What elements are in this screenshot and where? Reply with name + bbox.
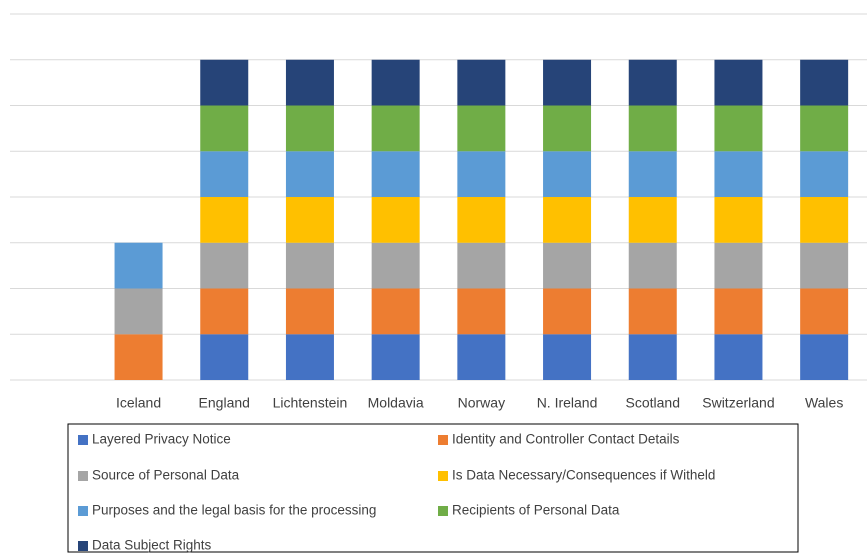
legend-swatch xyxy=(78,435,88,445)
legend-swatch xyxy=(78,541,88,551)
legend-label: Data Subject Rights xyxy=(92,538,212,553)
legend-label: Is Data Necessary/Consequences if Withel… xyxy=(452,468,715,483)
bar-segment xyxy=(628,151,677,197)
bar-segment xyxy=(714,59,763,106)
bar-segment xyxy=(285,59,334,106)
bar-segment xyxy=(800,334,849,380)
bar-segment xyxy=(114,288,163,335)
bar-segment xyxy=(285,242,334,289)
bar-segment xyxy=(371,197,420,243)
bar-segment xyxy=(800,151,849,197)
bar-segment xyxy=(285,105,334,152)
bar-segment xyxy=(543,59,592,106)
bar-segment xyxy=(800,59,849,106)
bar-segment xyxy=(457,197,506,243)
legend-swatch xyxy=(438,506,448,516)
legend-swatch xyxy=(438,471,448,481)
bar-segment xyxy=(285,151,334,197)
bar-segment xyxy=(371,151,420,197)
bar-segment xyxy=(200,105,249,152)
legend-swatch xyxy=(438,435,448,445)
bar-segment xyxy=(800,197,849,243)
bar-segment xyxy=(200,151,249,197)
bar-segment xyxy=(457,59,506,106)
x-tick-label: Norway xyxy=(458,395,505,411)
bar-segment xyxy=(714,288,763,335)
bar-segment xyxy=(200,197,249,243)
bar-segment xyxy=(114,334,163,380)
bar-segment xyxy=(457,334,506,380)
bar-segment xyxy=(628,105,677,152)
legend-label: Purposes and the legal basis for the pro… xyxy=(92,503,376,518)
bar-segment xyxy=(114,242,163,289)
x-tick-label: England xyxy=(199,395,250,411)
bar-segment xyxy=(543,334,592,380)
legend-label: Layered Privacy Notice xyxy=(92,432,231,447)
x-tick-label: N. Ireland xyxy=(537,395,598,411)
bar-segment xyxy=(714,334,763,380)
bar-segment xyxy=(371,334,420,380)
bar-segment xyxy=(714,105,763,152)
bar-segment xyxy=(285,197,334,243)
bar-segment xyxy=(457,105,506,152)
bar-segment xyxy=(543,105,592,152)
x-tick-label: Iceland xyxy=(116,395,161,411)
legend-label: Recipients of Personal Data xyxy=(452,503,620,518)
bar-segment xyxy=(371,105,420,152)
x-tick-label: Scotland xyxy=(626,395,680,411)
x-tick-label: Lichtenstein xyxy=(273,395,348,411)
bar-segment xyxy=(628,334,677,380)
legend-swatch xyxy=(78,506,88,516)
bar-segment xyxy=(543,151,592,197)
x-tick-label: Moldavia xyxy=(368,395,424,411)
bar-segment xyxy=(457,242,506,289)
bar-segment xyxy=(285,288,334,335)
bar-segment xyxy=(543,197,592,243)
bar-segment xyxy=(800,105,849,152)
bar-segment xyxy=(628,288,677,335)
legend-swatch xyxy=(78,471,88,481)
bar-segment xyxy=(371,242,420,289)
legend: Layered Privacy Notice Identity and Contr… xyxy=(78,432,715,553)
bar-segment xyxy=(457,288,506,335)
bar-segment xyxy=(543,288,592,335)
bar-segment xyxy=(543,242,592,289)
bar-segment xyxy=(371,288,420,335)
bar-segment xyxy=(800,288,849,335)
bar-segment xyxy=(200,59,249,106)
bar-segment xyxy=(628,59,677,106)
bar-segment xyxy=(200,242,249,289)
bar-segment xyxy=(200,288,249,335)
x-tick-label: Switzerland xyxy=(702,395,774,411)
x-tick-label: Wales xyxy=(805,395,843,411)
bar-segment xyxy=(457,151,506,197)
legend-box xyxy=(67,423,799,553)
bar-segment xyxy=(628,197,677,243)
bar-segment xyxy=(371,59,420,106)
legend-label: Source of Personal Data xyxy=(92,468,240,483)
bar-segment xyxy=(714,151,763,197)
bar-segment xyxy=(800,242,849,289)
bar-segment xyxy=(714,242,763,289)
bar-segment xyxy=(628,242,677,289)
bar-segment xyxy=(714,197,763,243)
legend-label: Identity and Controller Contact Details xyxy=(452,432,680,447)
bar-segment xyxy=(200,334,249,380)
bar-segment xyxy=(285,334,334,380)
